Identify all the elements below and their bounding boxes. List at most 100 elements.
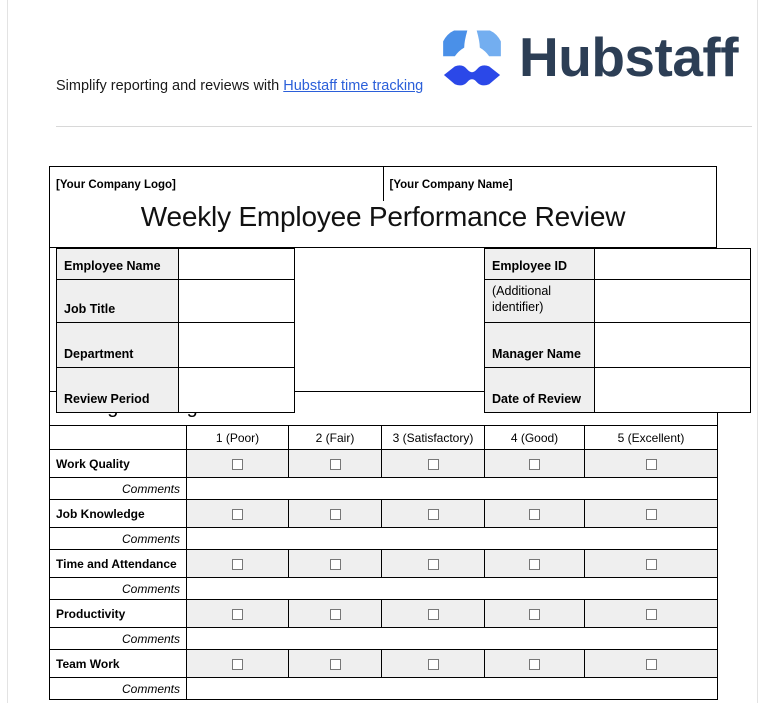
- employee-id-label: Employee ID: [484, 248, 595, 280]
- rating-cell[interactable]: [381, 599, 485, 628]
- table-row: Time and Attendance: [49, 549, 718, 578]
- rating-cell[interactable]: [484, 499, 585, 528]
- comments-field-work-quality[interactable]: [186, 477, 718, 500]
- performance-review-form: [Your Company Logo] [Your Company Name] …: [49, 166, 751, 700]
- rating-checkbox-time-and-attendance-3[interactable]: [427, 558, 439, 570]
- table-row: Review Period: [56, 367, 295, 413]
- rating-cell[interactable]: [381, 549, 485, 578]
- rating-cell[interactable]: [584, 649, 718, 678]
- rating-cell[interactable]: [288, 599, 382, 628]
- rating-cell[interactable]: [484, 449, 585, 478]
- rating-checkbox-job-knowledge-3[interactable]: [427, 508, 439, 520]
- additional-identifier-field[interactable]: [594, 279, 751, 323]
- manager-name-field[interactable]: [594, 322, 751, 368]
- header-divider: [56, 126, 752, 127]
- comments-field-team-work[interactable]: [186, 677, 718, 700]
- rating-checkbox-job-knowledge-2[interactable]: [329, 508, 341, 520]
- rating-cell[interactable]: [584, 499, 718, 528]
- comments-field-time-and-attendance[interactable]: [186, 577, 718, 600]
- employee-info-band: Employee Name Job Title Department Revie…: [49, 248, 751, 413]
- department-field[interactable]: [178, 322, 295, 368]
- employee-info-right-table: Employee ID (Additional identifier) Mana…: [484, 248, 751, 413]
- criterion-label-time-and-attendance: Time and Attendance: [49, 549, 187, 578]
- criterion-label-work-quality: Work Quality: [49, 449, 187, 478]
- rating-checkbox-job-knowledge-4[interactable]: [529, 508, 540, 520]
- rating-cell[interactable]: [381, 649, 485, 678]
- rating-cell[interactable]: [186, 599, 289, 628]
- rating-cell[interactable]: [186, 649, 289, 678]
- table-row: Employee ID: [484, 248, 751, 280]
- rating-cell[interactable]: [584, 549, 718, 578]
- rating-checkbox-time-and-attendance-4[interactable]: [529, 558, 540, 570]
- rating-checkbox-team-work-5[interactable]: [645, 658, 657, 670]
- rating-checkbox-team-work-2[interactable]: [329, 658, 341, 670]
- table-row: Comments: [49, 477, 718, 500]
- table-row: (Additional identifier): [484, 279, 751, 323]
- company-name-placeholder: [Your Company Name]: [389, 179, 513, 191]
- rating-cell[interactable]: [186, 499, 289, 528]
- rating-checkbox-team-work-4[interactable]: [529, 658, 540, 670]
- date-of-review-label: Date of Review: [484, 367, 595, 413]
- rating-checkbox-productivity-3[interactable]: [427, 608, 439, 620]
- rating-checkbox-work-quality-2[interactable]: [329, 458, 341, 470]
- manager-name-label: Manager Name: [484, 322, 595, 368]
- department-label: Department: [56, 322, 179, 368]
- job-title-label: Job Title: [56, 279, 179, 323]
- rating-checkbox-work-quality-3[interactable]: [427, 458, 439, 470]
- rating-cell[interactable]: [484, 649, 585, 678]
- rating-cell[interactable]: [584, 599, 718, 628]
- rating-cell[interactable]: [584, 449, 718, 478]
- rating-checkbox-team-work-3[interactable]: [427, 658, 439, 670]
- rating-cell[interactable]: [186, 549, 289, 578]
- table-row: Comments: [49, 677, 718, 700]
- rating-checkbox-work-quality-4[interactable]: [529, 458, 540, 470]
- additional-identifier-label: (Additional identifier): [484, 279, 595, 323]
- title-row: Weekly Employee Performance Review: [49, 201, 717, 248]
- rating-checkbox-time-and-attendance-2[interactable]: [329, 558, 341, 570]
- table-row: Comments: [49, 627, 718, 650]
- rating-checkbox-time-and-attendance-5[interactable]: [645, 558, 657, 570]
- rating-cell[interactable]: [288, 449, 382, 478]
- comments-field-job-knowledge[interactable]: [186, 527, 718, 550]
- rating-checkbox-job-knowledge-5[interactable]: [645, 508, 657, 520]
- rating-cell[interactable]: [186, 449, 289, 478]
- rating-checkbox-job-knowledge-1[interactable]: [232, 508, 243, 520]
- hubstaff-logo-icon: [443, 30, 501, 86]
- hubstaff-time-tracking-link[interactable]: Hubstaff time tracking: [283, 78, 424, 94]
- rating-cell[interactable]: [484, 599, 585, 628]
- rating-checkbox-work-quality-1[interactable]: [232, 458, 243, 470]
- employee-name-field[interactable]: [178, 248, 295, 280]
- rating-cell[interactable]: [381, 499, 485, 528]
- scale-header-4: 4 (Good): [484, 425, 585, 450]
- rating-checkbox-work-quality-5[interactable]: [645, 458, 657, 470]
- rating-checkbox-productivity-5[interactable]: [645, 608, 657, 620]
- review-period-field[interactable]: [178, 367, 295, 413]
- comments-label: Comments: [49, 527, 187, 550]
- table-row: Manager Name: [484, 322, 751, 368]
- scale-header-1: 1 (Poor): [186, 425, 289, 450]
- employee-id-field[interactable]: [594, 248, 751, 280]
- comments-label: Comments: [49, 677, 187, 700]
- scale-header-3: 3 (Satisfactory): [381, 425, 485, 450]
- rating-checkbox-productivity-2[interactable]: [329, 608, 341, 620]
- rating-cell[interactable]: [288, 549, 382, 578]
- placeholder-row: [Your Company Logo] [Your Company Name]: [49, 166, 717, 201]
- scale-header-2: 2 (Fair): [288, 425, 382, 450]
- table-row: Department: [56, 322, 295, 368]
- rating-checkbox-productivity-1[interactable]: [232, 608, 243, 620]
- comments-field-productivity[interactable]: [186, 627, 718, 650]
- form-title-block: [Your Company Logo] [Your Company Name] …: [49, 166, 717, 248]
- job-title-field[interactable]: [178, 279, 295, 323]
- rating-checkbox-productivity-4[interactable]: [529, 608, 540, 620]
- rating-checkbox-time-and-attendance-1[interactable]: [232, 558, 243, 570]
- rating-cell[interactable]: [381, 449, 485, 478]
- rating-checkbox-team-work-1[interactable]: [232, 658, 243, 670]
- rating-cell[interactable]: [288, 499, 382, 528]
- date-of-review-field[interactable]: [594, 367, 751, 413]
- rating-cell[interactable]: [484, 549, 585, 578]
- rating-cell[interactable]: [288, 649, 382, 678]
- company-name-placeholder-cell: [Your Company Name]: [383, 166, 717, 201]
- table-row: Productivity: [49, 599, 718, 628]
- table-row: Comments: [49, 577, 718, 600]
